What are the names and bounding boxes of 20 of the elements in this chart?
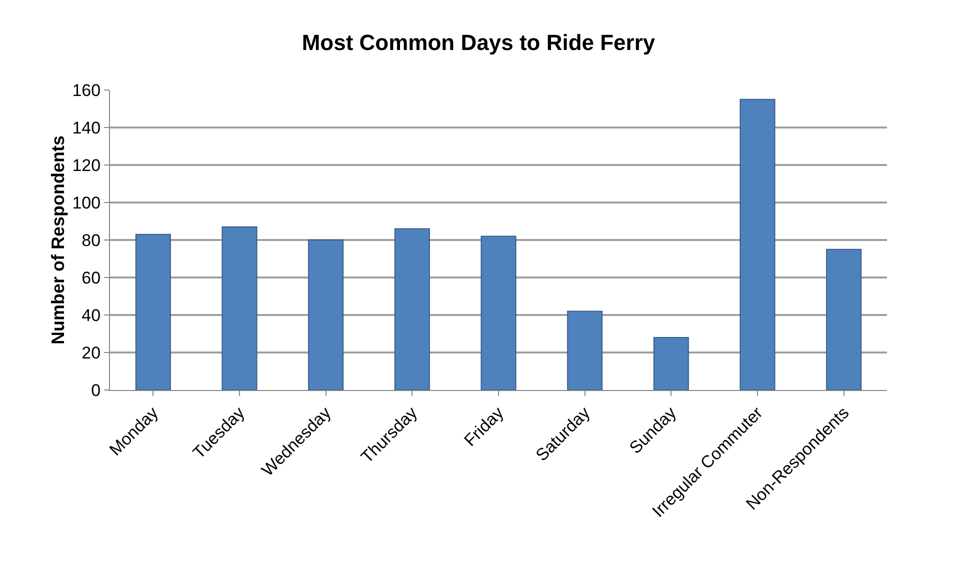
bar xyxy=(480,236,516,390)
bar xyxy=(653,337,689,390)
bar xyxy=(135,234,171,390)
y-tick-label: 20 xyxy=(82,343,101,362)
y-tick-label: 100 xyxy=(72,193,101,212)
bar xyxy=(567,310,603,390)
y-tick-label: 60 xyxy=(82,268,101,288)
bar xyxy=(394,228,430,390)
y-axis-title: Number of Respondents xyxy=(48,135,68,345)
y-tick-label: 80 xyxy=(82,230,101,250)
y-tick-label: 120 xyxy=(72,156,101,175)
bar xyxy=(308,240,344,390)
bar xyxy=(222,226,258,390)
bar xyxy=(826,248,862,390)
y-tick-label: 0 xyxy=(91,380,101,400)
bar xyxy=(740,98,776,390)
y-tick-label: 160 xyxy=(72,80,101,100)
y-tick-label: 40 xyxy=(82,306,101,325)
y-tick-label: 140 xyxy=(72,118,101,138)
chart-title: Most Common Days to Ride Ferry xyxy=(302,30,656,56)
